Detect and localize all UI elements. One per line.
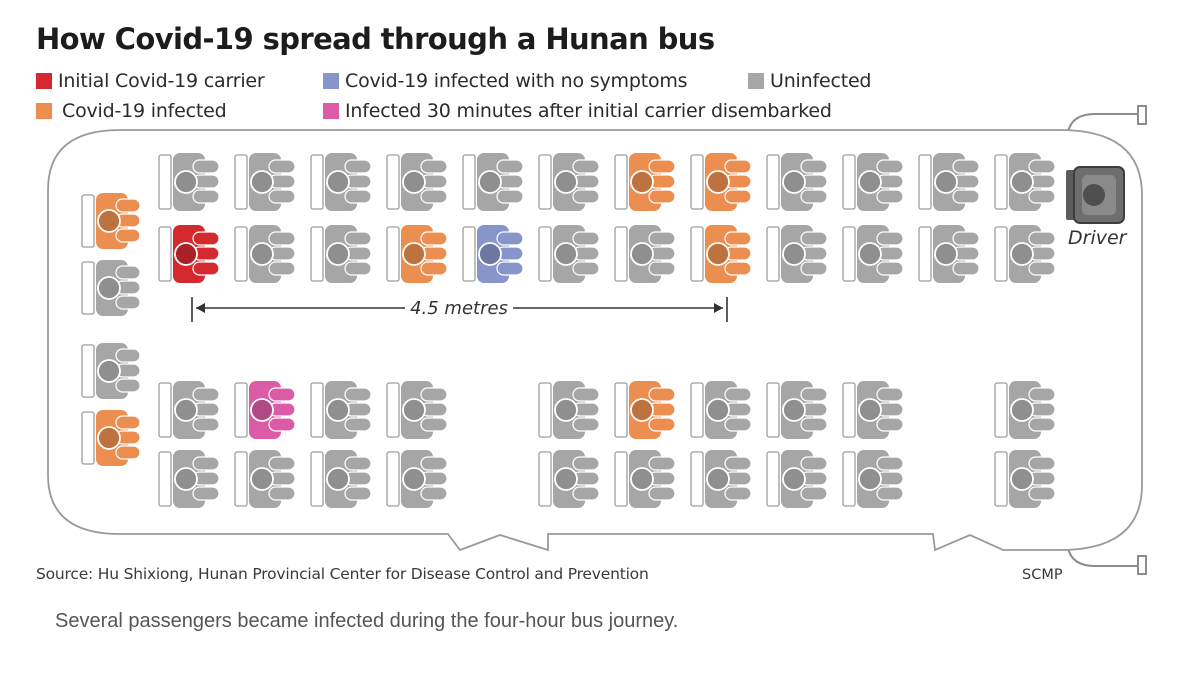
seats-layer — [81, 153, 1056, 508]
seat-row-3-9 — [766, 381, 828, 439]
seat-row-1-2 — [234, 153, 296, 211]
legend-swatch-asymptomatic — [323, 73, 339, 89]
rear-seat-1 — [81, 193, 141, 249]
driver-label: Driver — [1068, 227, 1128, 249]
seat-row-1-7 — [614, 153, 676, 211]
legend-label-late: Infected 30 minutes after initial carrie… — [345, 100, 832, 122]
caption: Several passengers became infected durin… — [55, 610, 679, 632]
seat-row-4-6 — [538, 450, 600, 508]
seat-row-3-12 — [994, 381, 1056, 439]
seat-row-4-4 — [386, 450, 448, 508]
seat-row-2-9 — [766, 225, 828, 283]
seat-row-1-6 — [538, 153, 600, 211]
seat-row-2-3 — [310, 225, 372, 283]
seat-row-4-3 — [310, 450, 372, 508]
seat-row-2-2 — [234, 225, 296, 283]
bus-diagram: Driver 4.5 metres — [47, 105, 1147, 575]
legend-item-late: Infected 30 minutes after initial carrie… — [323, 100, 832, 122]
seat-row-4-9 — [766, 450, 828, 508]
seat-row-2-6 — [538, 225, 600, 283]
seat-row-2-10 — [842, 225, 904, 283]
legend-label-uninfected: Uninfected — [770, 70, 872, 92]
seat-row-4-10 — [842, 450, 904, 508]
seat-row-4-7 — [614, 450, 676, 508]
legend-item-uninfected: Uninfected — [748, 70, 871, 92]
seat-row-2-7 — [614, 225, 676, 283]
rear-seat-2 — [81, 260, 141, 316]
seat-row-3-7 — [614, 381, 676, 439]
seat-row-2-4 — [386, 225, 448, 283]
legend-item-infected: Covid-19 infected — [36, 100, 227, 122]
seat-row-1-8 — [690, 153, 752, 211]
seat-row-1-10 — [842, 153, 904, 211]
rear-seat-4 — [81, 410, 141, 466]
seat-row-1-3 — [310, 153, 372, 211]
driver-seat: Driver — [1066, 166, 1128, 249]
seat-row-2-1 — [158, 225, 220, 283]
seat-row-2-12 — [994, 225, 1056, 283]
seat-row-3-10 — [842, 381, 904, 439]
legend-item-asymptomatic: Covid-19 infected with no symptoms — [323, 70, 688, 92]
seat-row-3-6 — [538, 381, 600, 439]
source-note: Source: Hu Shixiong, Hunan Provincial Ce… — [36, 565, 649, 583]
legend-item-carrier: Initial Covid-19 carrier — [36, 70, 265, 92]
seat-row-4-8 — [690, 450, 752, 508]
seat-row-1-5 — [462, 153, 524, 211]
seat-row-3-1 — [158, 381, 220, 439]
distance-label: 4.5 metres — [410, 298, 508, 319]
legend-swatch-late — [323, 103, 339, 119]
bus-mirror-bottom — [1067, 547, 1147, 575]
seat-row-3-8 — [690, 381, 752, 439]
seat-row-3-3 — [310, 381, 372, 439]
legend-swatch-infected — [36, 103, 52, 119]
seat-row-2-5 — [462, 225, 524, 283]
seat-row-1-9 — [766, 153, 828, 211]
legend-swatch-uninfected — [748, 73, 764, 89]
page-title: How Covid-19 spread through a Hunan bus — [36, 22, 715, 56]
legend-label-infected: Covid-19 infected — [62, 100, 227, 122]
legend-label-carrier: Initial Covid-19 carrier — [58, 70, 265, 92]
infographic: How Covid-19 spread through a Hunan bus … — [36, 22, 1147, 583]
distance-marker: 4.5 metres — [191, 297, 728, 322]
seat-row-4-2 — [234, 450, 296, 508]
seat-row-1-11 — [918, 153, 980, 211]
seat-row-1-1 — [158, 153, 220, 211]
seat-row-1-12 — [994, 153, 1056, 211]
seat-row-4-12 — [994, 450, 1056, 508]
legend-label-asymptomatic: Covid-19 infected with no symptoms — [345, 70, 688, 92]
credit-label: SCMP — [1022, 567, 1063, 583]
seat-row-3-4 — [386, 381, 448, 439]
seat-row-2-8 — [690, 225, 752, 283]
seat-row-1-4 — [386, 153, 448, 211]
bus-mirror-top — [1067, 105, 1147, 133]
seat-row-3-2 — [234, 381, 296, 439]
seat-row-4-1 — [158, 450, 220, 508]
legend-swatch-carrier — [36, 73, 52, 89]
rear-seat-3 — [81, 343, 141, 399]
seat-row-2-11 — [918, 225, 980, 283]
